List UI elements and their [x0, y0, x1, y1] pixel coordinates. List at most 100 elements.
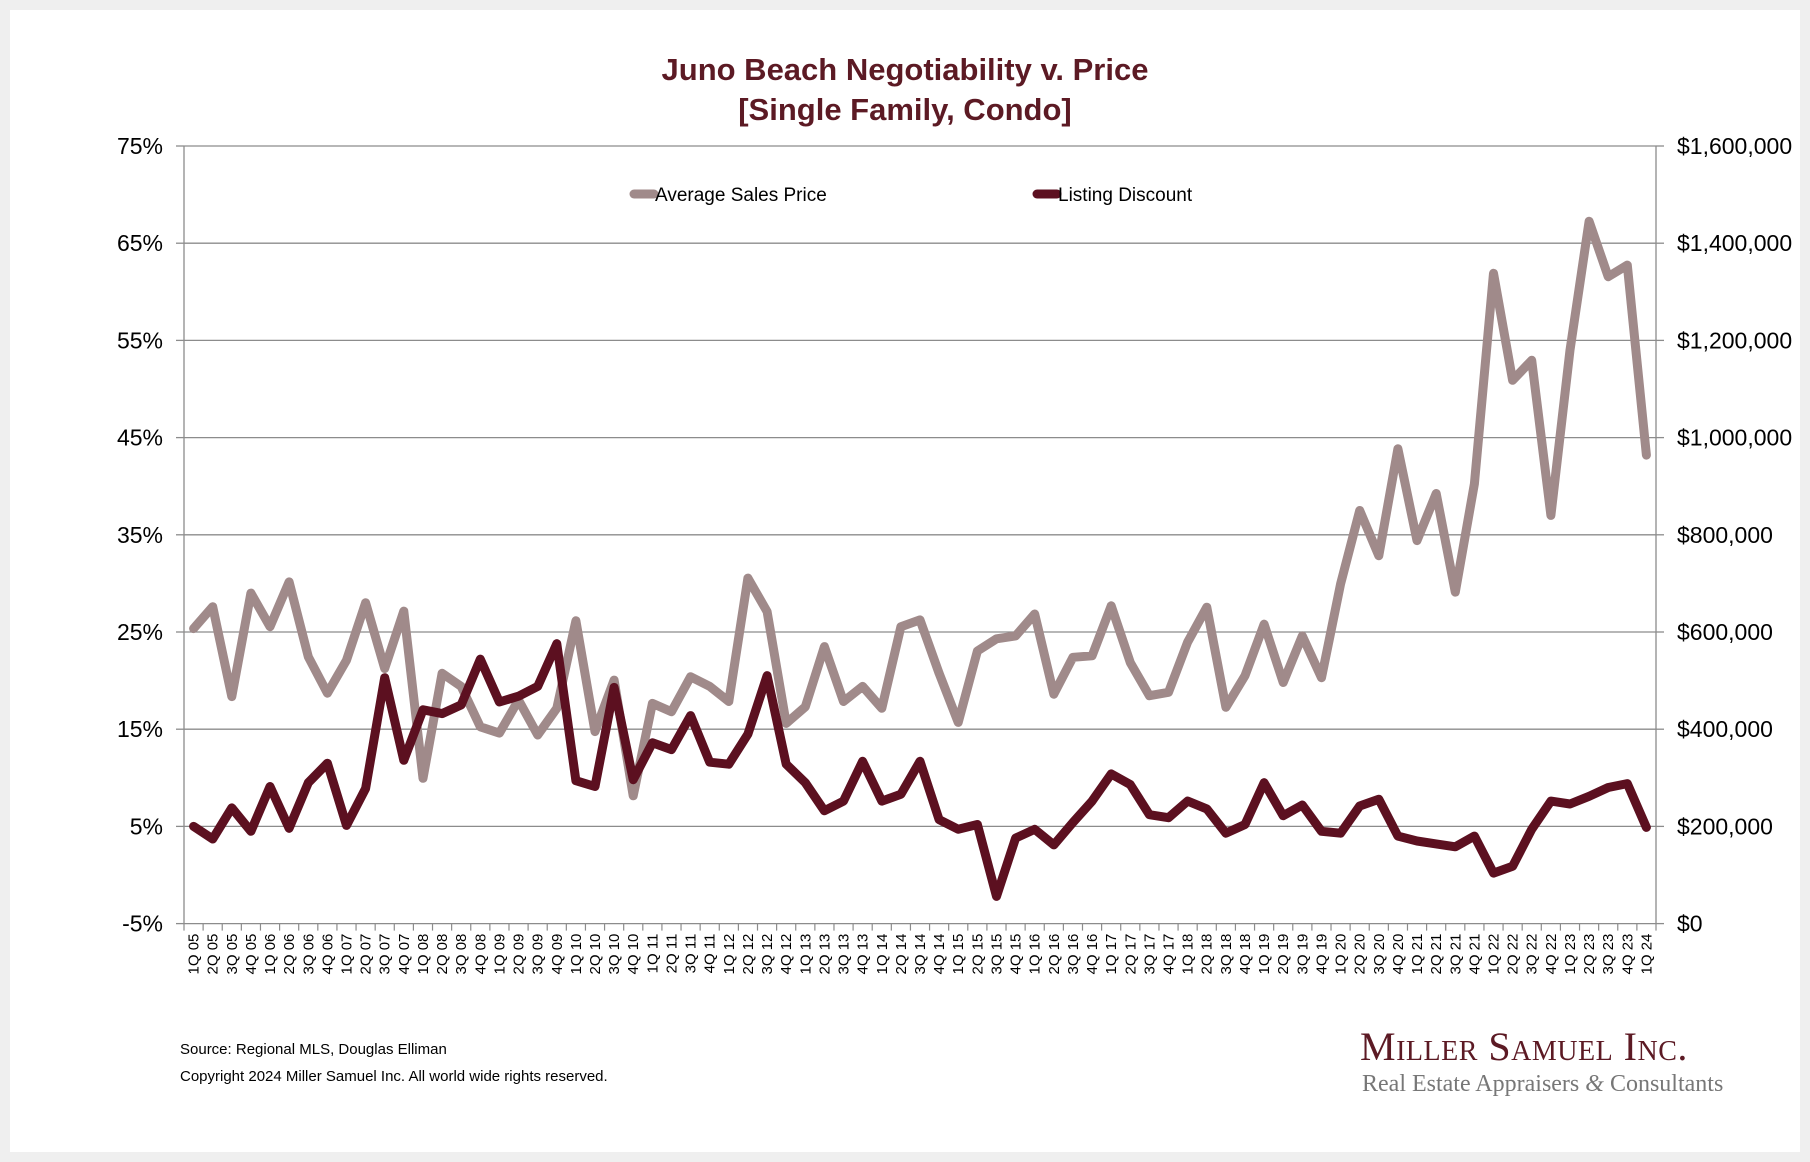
data-point-listing-discount	[288, 827, 290, 829]
x-tick-label: 4Q 19	[1313, 934, 1330, 975]
x-tick-label: 1Q 14	[874, 934, 891, 975]
x-tick-label: 1Q 22	[1486, 934, 1503, 975]
data-point-average-sales-price	[670, 711, 672, 713]
data-point-listing-discount	[422, 709, 424, 711]
data-point-listing-discount	[1225, 832, 1227, 834]
data-point-listing-discount	[1168, 817, 1170, 819]
data-point-average-sales-price	[1531, 359, 1533, 361]
data-point-listing-discount	[843, 800, 845, 802]
x-tick-label: 3Q 10	[606, 934, 623, 975]
data-point-listing-discount	[1148, 814, 1150, 816]
data-point-listing-discount	[231, 807, 233, 809]
x-tick-label: 4Q 22	[1543, 934, 1560, 975]
x-tick-label: 2Q 19	[1275, 934, 1292, 975]
x-tick-label: 3Q 21	[1447, 934, 1464, 975]
data-point-average-sales-price	[766, 611, 768, 613]
x-tick-label: 2Q 23	[1581, 934, 1598, 975]
data-point-listing-discount	[1301, 804, 1303, 806]
data-point-average-sales-price	[881, 707, 883, 709]
x-tick-label: 3Q 11	[683, 934, 700, 974]
data-point-average-sales-price	[785, 722, 787, 724]
data-point-listing-discount	[479, 658, 481, 660]
logo-tagline: Real Estate Appraisers & Consultants	[1362, 1069, 1723, 1099]
data-point-average-sales-price	[690, 676, 692, 678]
data-point-listing-discount	[1034, 828, 1036, 830]
data-point-listing-discount	[518, 695, 520, 697]
data-point-listing-discount	[804, 782, 806, 784]
x-tick-label: 2Q 17	[1122, 934, 1139, 975]
x-tick-label: 1Q 05	[186, 934, 203, 975]
data-point-listing-discount	[766, 675, 768, 677]
data-point-average-sales-price	[1320, 677, 1322, 679]
data-point-listing-discount	[1187, 800, 1189, 802]
x-tick-label: 3Q 22	[1524, 934, 1541, 975]
x-tick-label: 2Q 06	[281, 934, 298, 975]
data-point-average-sales-price	[307, 656, 309, 658]
data-point-listing-discount	[785, 763, 787, 765]
x-tick-label: 2Q 09	[511, 934, 528, 975]
x-tick-label: 1Q 18	[1180, 934, 1197, 975]
y-axis-right-labels: $0 $200,000 $400,000 $600,000 $800,000 $1,000…	[1656, 133, 1792, 937]
data-point-listing-discount	[403, 759, 405, 761]
data-point-listing-discount	[1129, 784, 1131, 786]
data-point-listing-discount	[613, 686, 615, 688]
data-point-average-sales-price	[212, 606, 214, 608]
data-point-average-sales-price	[823, 646, 825, 648]
data-point-average-sales-price	[460, 685, 462, 687]
data-point-average-sales-price	[231, 696, 233, 698]
data-point-average-sales-price	[1206, 606, 1208, 608]
x-tick-label: 2Q 20	[1352, 934, 1369, 975]
data-point-average-sales-price	[1187, 641, 1189, 643]
data-point-average-sales-price	[1588, 220, 1590, 222]
data-point-listing-discount	[1473, 835, 1475, 837]
data-point-average-sales-price	[919, 619, 921, 621]
data-point-average-sales-price	[1282, 682, 1284, 684]
y-right-tick-label: $0	[1677, 911, 1703, 937]
x-tick-label: 3Q 07	[377, 934, 394, 975]
data-point-listing-discount	[728, 763, 730, 765]
data-point-average-sales-price	[995, 638, 997, 640]
data-point-listing-discount	[193, 825, 195, 827]
series-line-average-sales-price	[189, 216, 1651, 801]
x-tick-label: 3Q 12	[759, 934, 776, 975]
data-point-listing-discount	[556, 643, 558, 645]
data-point-average-sales-price	[575, 620, 577, 622]
x-tick-label: 4Q 18	[1237, 934, 1254, 975]
y-left-tick-label: -5%	[122, 911, 163, 937]
data-point-average-sales-price	[747, 577, 749, 579]
data-point-listing-discount	[326, 762, 328, 764]
data-point-average-sales-price	[1397, 448, 1399, 450]
data-point-average-sales-price	[957, 721, 959, 723]
x-tick-label: 4Q 13	[855, 934, 872, 975]
data-point-average-sales-price	[1244, 675, 1246, 677]
data-point-listing-discount	[250, 830, 252, 832]
data-point-average-sales-price	[193, 628, 195, 630]
data-point-listing-discount	[498, 701, 500, 703]
data-point-listing-discount	[441, 713, 443, 715]
legend: Average Sales Price Listing Discount	[629, 185, 1193, 206]
y-right-tick-label: $400,000	[1677, 716, 1773, 742]
logo-company-name: Miller Samuel Inc.	[1360, 1024, 1688, 1069]
x-tick-label: 3Q 14	[912, 934, 929, 975]
x-tick-label: 2Q 21	[1428, 934, 1445, 975]
logo-ampersand: &	[1585, 1071, 1604, 1097]
data-point-listing-discount	[632, 779, 634, 781]
data-point-average-sales-price	[1301, 635, 1303, 637]
data-point-listing-discount	[995, 895, 997, 897]
data-point-listing-discount	[881, 800, 883, 802]
data-point-listing-discount	[670, 749, 672, 751]
x-tick-label: 1Q 10	[568, 934, 585, 975]
copyright-note: Copyright 2024 Miller Samuel Inc. All wo…	[180, 1068, 608, 1085]
data-point-average-sales-price	[1129, 662, 1131, 664]
data-point-listing-discount	[1244, 823, 1246, 825]
chart-subtitle: [Single Family, Condo]	[738, 92, 1072, 127]
x-tick-label: 2Q 16	[1046, 934, 1063, 975]
y-left-tick-label: 15%	[117, 716, 163, 742]
gridlines	[176, 145, 1656, 925]
data-point-average-sales-price	[1493, 272, 1495, 274]
data-point-listing-discount	[1263, 782, 1265, 784]
data-point-listing-discount	[1340, 832, 1342, 834]
data-point-listing-discount	[1512, 865, 1514, 867]
y-left-tick-label: 5%	[130, 813, 163, 839]
data-point-average-sales-price	[1034, 613, 1036, 615]
